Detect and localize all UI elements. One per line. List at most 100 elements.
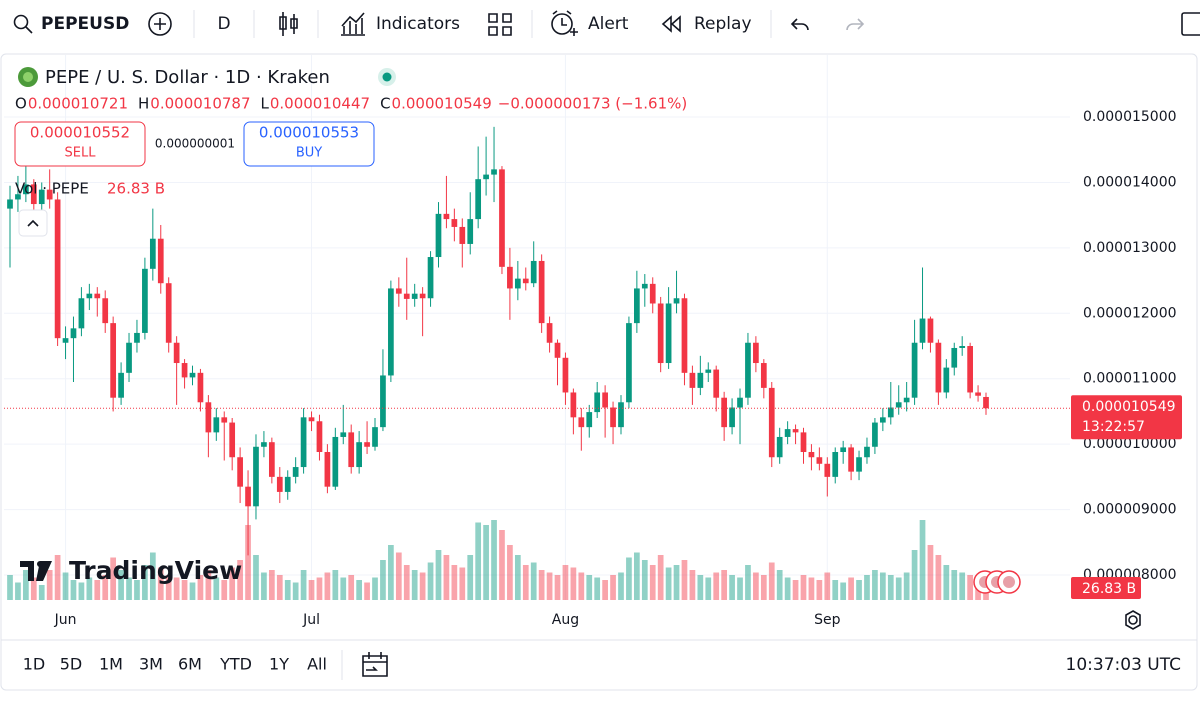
alert-icon[interactable]: [551, 13, 573, 35]
volume-bar: [554, 575, 561, 600]
candle-body: [157, 238, 164, 284]
candle-body: [570, 392, 577, 418]
candle-body: [697, 372, 704, 388]
x-tick-label: Sep: [814, 612, 841, 628]
ohlc-value: 0.000010787: [150, 95, 250, 113]
candle-body: [142, 268, 148, 333]
volume-bar: [951, 570, 958, 600]
add-symbol[interactable]: [148, 12, 172, 36]
candle-body: [562, 357, 569, 393]
candle-body: [967, 346, 973, 393]
volume-bar: [86, 577, 93, 600]
volume-bar: [872, 570, 878, 600]
range-button[interactable]: 5D: [60, 655, 83, 674]
volume-bar: [245, 525, 251, 600]
volume-bar: [205, 570, 212, 600]
volume-bar: [237, 560, 243, 600]
volume-bar: [157, 567, 164, 600]
candle-body: [340, 432, 347, 437]
volume-bar: [499, 530, 505, 600]
volume-bar: [110, 557, 117, 600]
candle-body: [364, 442, 370, 447]
candle-body: [792, 429, 799, 433]
range-button[interactable]: 6M: [178, 655, 202, 674]
symbol[interactable]: PEPEUSD: [41, 14, 129, 34]
settings-icon[interactable]: [1128, 615, 1138, 625]
candle-body: [253, 446, 259, 507]
candle-body: [229, 422, 236, 458]
panel-toggle[interactable]: [1181, 12, 1200, 36]
buy-button[interactable]: [243, 121, 375, 167]
replay-icon[interactable]: [661, 15, 681, 33]
volume-bar: [62, 572, 69, 600]
volume-bar: [705, 577, 712, 600]
volume-bar: [959, 572, 966, 600]
undo[interactable]: [790, 18, 809, 31]
volume-bar: [649, 565, 656, 600]
volume-bar: [784, 577, 791, 600]
candle-body: [808, 452, 815, 458]
candle-body: [403, 293, 410, 299]
ohlc-key: H: [138, 95, 149, 113]
alert[interactable]: Alert: [588, 14, 629, 34]
candle-body: [46, 189, 53, 200]
candle-body: [380, 375, 386, 428]
volume-bar: [895, 577, 902, 600]
range-button[interactable]: 1D: [23, 655, 46, 674]
candle-body: [134, 332, 140, 343]
redo[interactable]: [846, 18, 865, 31]
indicators-icon[interactable]: [341, 12, 365, 36]
indicators[interactable]: Indicators: [376, 14, 460, 34]
buy-price: 0.000010553: [259, 124, 359, 142]
volume-label: 26.83 B: [1082, 581, 1136, 597]
chart-type-icon[interactable]: [279, 12, 298, 36]
candle-body: [673, 298, 680, 304]
volume-bar: [927, 545, 934, 600]
change: −0.000000173 (−1.61%): [498, 95, 687, 113]
range-button[interactable]: 1Y: [269, 655, 289, 674]
candle-body: [649, 283, 656, 304]
volume-bar: [919, 520, 926, 600]
candle-body: [546, 323, 553, 343]
candle-body: [856, 457, 862, 472]
volume-bar: [419, 572, 426, 600]
range-button[interactable]: All: [307, 655, 327, 674]
candle-body: [126, 342, 132, 373]
plus: [154, 18, 166, 30]
candle-body: [149, 238, 156, 269]
volume-bar: [856, 580, 862, 600]
volume-bar: [903, 572, 910, 600]
volume-bar: [753, 572, 759, 600]
volume-bar: [126, 577, 132, 600]
volume-bar: [792, 580, 799, 600]
search-icon[interactable]: [13, 14, 29, 30]
candle-body: [729, 407, 735, 428]
volume-bar: [451, 565, 458, 600]
candle-body: [173, 342, 180, 364]
candle-body: [388, 288, 394, 376]
candle-body: [110, 323, 117, 398]
volume-bar: [610, 575, 616, 600]
volume-bar: [134, 580, 140, 600]
date-range-icon[interactable]: [362, 652, 388, 677]
layout-icon[interactable]: [488, 13, 512, 36]
volume-bar: [229, 567, 236, 600]
range-button[interactable]: YTD: [219, 655, 252, 674]
candle-body: [951, 347, 958, 368]
candle-body: [840, 447, 847, 453]
volume-bar: [23, 570, 29, 600]
collapse-legend[interactable]: [18, 209, 48, 237]
clock[interactable]: 10:37:03 UTC: [1066, 655, 1181, 675]
range-button[interactable]: 1M: [99, 655, 123, 674]
replay[interactable]: Replay: [694, 14, 752, 34]
volume-bar: [729, 575, 735, 600]
volume-bar: [657, 555, 664, 600]
interval[interactable]: D: [217, 14, 230, 34]
candle-body: [610, 407, 616, 428]
candle-body: [507, 266, 513, 289]
range-button[interactable]: 3M: [139, 655, 163, 674]
ohlc-row: O 0.000010721 H 0.000010787 L 0.000010447 C 0.0…: [15, 95, 687, 113]
volume-bar: [507, 545, 513, 600]
ohlc-value: 0.000010447: [270, 95, 370, 113]
sell-button[interactable]: [14, 121, 146, 167]
